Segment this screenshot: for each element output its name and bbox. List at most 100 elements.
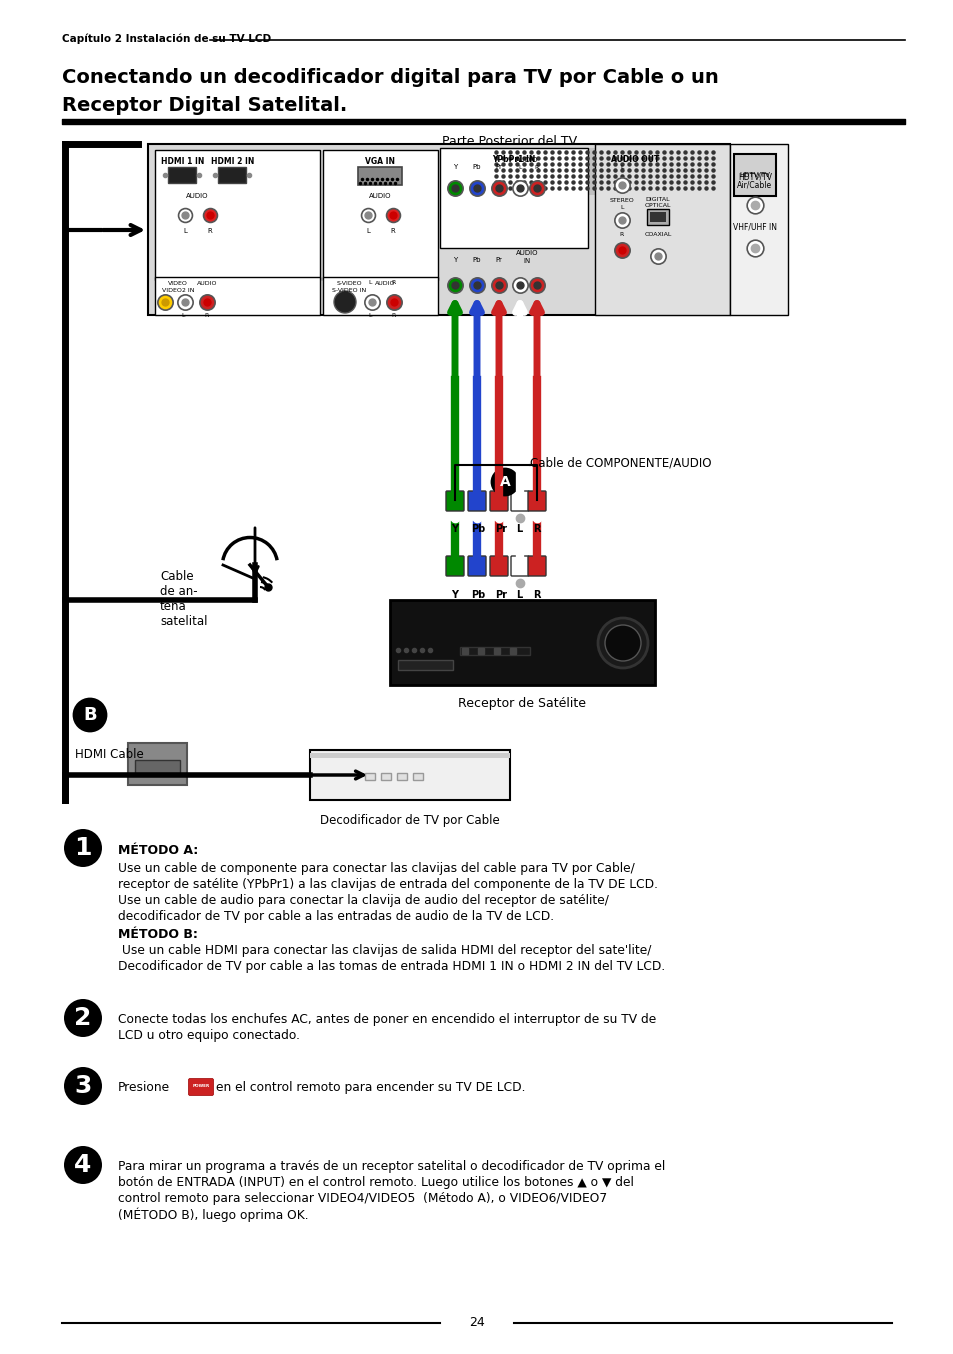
Text: R: R	[533, 590, 540, 600]
Text: L: L	[619, 165, 623, 171]
FancyBboxPatch shape	[310, 750, 510, 800]
Circle shape	[64, 829, 102, 867]
FancyBboxPatch shape	[128, 743, 187, 785]
Text: Use un cable de audio para conectar la clavija de audio del receptor de satélite: Use un cable de audio para conectar la c…	[118, 894, 608, 907]
Text: R: R	[208, 227, 213, 234]
Text: B: B	[83, 705, 96, 724]
Text: Pb: Pb	[473, 164, 480, 171]
Circle shape	[64, 1067, 102, 1105]
Text: Pr: Pr	[495, 590, 506, 600]
Text: R: R	[619, 232, 623, 237]
Text: AUDIO: AUDIO	[196, 282, 217, 286]
Circle shape	[74, 699, 106, 731]
Text: YPbPr1 IN: YPbPr1 IN	[492, 154, 536, 164]
Text: R: R	[390, 227, 395, 234]
Text: VGA IN: VGA IN	[365, 157, 395, 167]
Text: Air/Cable: Air/Cable	[737, 181, 772, 190]
FancyBboxPatch shape	[189, 1079, 213, 1095]
Text: L: L	[517, 165, 521, 171]
FancyBboxPatch shape	[380, 773, 391, 780]
Text: R: R	[392, 313, 395, 318]
Text: L: L	[368, 313, 372, 318]
FancyBboxPatch shape	[323, 150, 437, 280]
FancyBboxPatch shape	[357, 167, 401, 185]
Text: 1: 1	[74, 835, 91, 860]
Text: HDMI 2 IN: HDMI 2 IN	[212, 157, 254, 167]
Text: L: L	[516, 590, 521, 600]
FancyBboxPatch shape	[168, 167, 195, 183]
FancyBboxPatch shape	[490, 556, 507, 575]
Text: 2: 2	[74, 1006, 91, 1030]
Text: HDMI Cable: HDMI Cable	[75, 747, 144, 761]
Text: decodificador de TV por cable a las entradas de audio de la TV de LCD.: decodificador de TV por cable a las entr…	[118, 910, 554, 923]
Text: L: L	[366, 227, 370, 234]
Text: R: R	[205, 313, 209, 318]
Circle shape	[598, 617, 647, 668]
Text: Decodificador de TV por Cable: Decodificador de TV por Cable	[320, 814, 499, 827]
FancyBboxPatch shape	[365, 773, 375, 780]
FancyBboxPatch shape	[490, 492, 507, 510]
Text: Use un cable de componente para conectar las clavijas del cable para TV por Cabl: Use un cable de componente para conectar…	[118, 862, 634, 875]
FancyBboxPatch shape	[148, 144, 729, 315]
FancyBboxPatch shape	[468, 492, 485, 510]
FancyBboxPatch shape	[459, 647, 530, 655]
FancyBboxPatch shape	[135, 760, 180, 774]
FancyBboxPatch shape	[396, 773, 407, 780]
Text: Receptor de Satélite: Receptor de Satélite	[458, 697, 586, 709]
Text: Capítulo 2 Instalación de su TV LCD: Capítulo 2 Instalación de su TV LCD	[62, 34, 271, 45]
Text: Pb: Pb	[473, 257, 480, 263]
Text: AUDIO: AUDIO	[186, 194, 208, 199]
Text: VIDEO2 IN: VIDEO2 IN	[162, 288, 194, 292]
Text: Parte Posterior del TV: Parte Posterior del TV	[442, 135, 577, 148]
Text: MÉTODO A:: MÉTODO A:	[118, 844, 198, 857]
FancyBboxPatch shape	[154, 150, 319, 280]
Text: DIGITAL: DIGITAL	[645, 196, 670, 202]
Text: 4: 4	[74, 1154, 91, 1177]
Text: IN: IN	[523, 259, 530, 264]
Text: S-VIDEO IN: S-VIDEO IN	[332, 288, 366, 292]
Text: L: L	[183, 227, 187, 234]
FancyBboxPatch shape	[490, 148, 720, 195]
Text: Pr: Pr	[495, 164, 502, 171]
Text: botón de ENTRADA (INPUT) en el control remoto. Luego utilice los botones ▲ o ▼ d: botón de ENTRADA (INPUT) en el control r…	[118, 1177, 633, 1189]
Text: Cable
de an-
tena
satelital: Cable de an- tena satelital	[160, 570, 208, 628]
FancyBboxPatch shape	[218, 167, 246, 183]
FancyBboxPatch shape	[527, 556, 545, 575]
FancyBboxPatch shape	[511, 556, 529, 575]
Text: Pb: Pb	[471, 524, 485, 533]
Text: Receptor Digital Satelital.: Receptor Digital Satelital.	[62, 96, 347, 115]
Text: L: L	[368, 280, 372, 284]
Text: HDMI 1 IN: HDMI 1 IN	[161, 157, 205, 167]
Text: COAXIAL: COAXIAL	[643, 232, 671, 237]
Text: Y: Y	[453, 164, 456, 171]
Text: en el control remoto para encender su TV DE LCD.: en el control remoto para encender su TV…	[215, 1080, 525, 1094]
Text: AUDIO: AUDIO	[369, 194, 391, 199]
Circle shape	[64, 999, 102, 1037]
Circle shape	[334, 291, 355, 313]
Text: AUDIO: AUDIO	[516, 250, 537, 256]
FancyBboxPatch shape	[390, 600, 655, 685]
FancyBboxPatch shape	[413, 773, 422, 780]
Text: Pb: Pb	[471, 590, 485, 600]
Circle shape	[492, 468, 517, 496]
Text: AUDIO: AUDIO	[375, 282, 395, 286]
FancyBboxPatch shape	[646, 209, 668, 225]
FancyBboxPatch shape	[397, 659, 453, 670]
Text: Y: Y	[451, 590, 457, 600]
FancyBboxPatch shape	[446, 556, 463, 575]
Text: Use un cable HDMI para conectar las clavijas de salida HDMI del receptor del sat: Use un cable HDMI para conectar las clav…	[118, 944, 651, 957]
Text: Y: Y	[451, 524, 457, 533]
Text: Conecte todas los enchufes AC, antes de poner en encendido el interruptor de su : Conecte todas los enchufes AC, antes de …	[118, 1013, 656, 1026]
Text: 24: 24	[469, 1316, 484, 1330]
Text: L: L	[181, 313, 185, 318]
Text: HDTV/TV: HDTV/TV	[738, 173, 771, 181]
Text: Pr: Pr	[495, 257, 502, 263]
Text: S-VIDEO: S-VIDEO	[335, 282, 361, 286]
Text: L: L	[619, 204, 623, 210]
Text: AUDIO OUT: AUDIO OUT	[610, 154, 659, 164]
Text: Y: Y	[453, 257, 456, 263]
FancyBboxPatch shape	[439, 148, 587, 248]
Text: Pr: Pr	[495, 524, 506, 533]
FancyBboxPatch shape	[446, 492, 463, 510]
Text: LCD u otro equipo conectado.: LCD u otro equipo conectado.	[118, 1029, 299, 1043]
